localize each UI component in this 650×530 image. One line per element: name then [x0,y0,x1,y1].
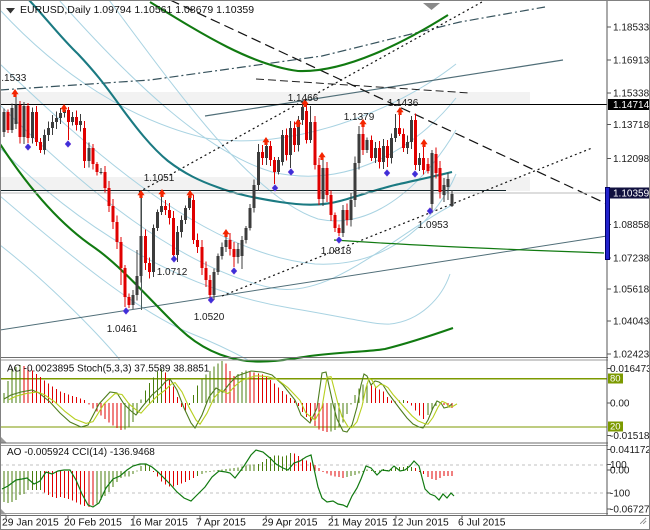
svg-text:1.15338: 1.15338 [613,89,650,100]
svg-text:1.13718: 1.13718 [613,120,650,131]
svg-text:AC -0.0023895 Stoch(5,3,3) 37: AC -0.0023895 Stoch(5,3,3) 37.5589 38.88… [7,364,210,375]
svg-text:0.041172: 0.041172 [610,445,650,456]
svg-text:1.08858: 1.08858 [613,220,650,231]
svg-text:-0.06727: -0.06727 [610,505,650,516]
svg-text:12 Jun 2015: 12 Jun 2015 [392,518,449,529]
svg-text:1.1436: 1.1436 [388,98,419,109]
svg-text:1.16913: 1.16913 [613,56,650,67]
svg-text:1.0520: 1.0520 [194,312,225,323]
svg-text:1.0818: 1.0818 [321,246,352,257]
svg-text:1.18533: 1.18533 [613,23,650,34]
svg-text:0.00: 0.00 [610,399,630,410]
svg-text:1.12098: 1.12098 [613,154,650,165]
svg-text:1.1533: 1.1533 [0,73,27,84]
svg-text:100: 100 [610,460,627,471]
svg-text:21 May 2015: 21 May 2015 [328,518,388,529]
svg-text:29 Jan 2015: 29 Jan 2015 [2,518,59,529]
svg-text:1.0461: 1.0461 [107,324,138,335]
svg-text:1.0712: 1.0712 [157,267,188,278]
svg-text:1.14714: 1.14714 [613,100,650,111]
svg-text:1.0953: 1.0953 [418,220,449,231]
svg-text:1.10359: 1.10359 [613,189,650,200]
svg-text:1.1051: 1.1051 [144,173,175,184]
svg-text:1.04043: 1.04043 [613,317,650,328]
svg-text:1.1466: 1.1466 [288,93,319,104]
svg-text:1.05618: 1.05618 [613,285,650,296]
svg-text:16 Mar 2015: 16 Mar 2015 [130,518,188,529]
svg-text:20 Feb 2015: 20 Feb 2015 [64,518,122,529]
svg-text:6 Jul 2015: 6 Jul 2015 [458,518,506,529]
svg-text:7 Apr 2015: 7 Apr 2015 [196,518,246,529]
svg-text:20: 20 [610,422,621,433]
svg-text:AO -0.005924 CCI(14) -136.946: AO -0.005924 CCI(14) -136.9468 [7,447,155,458]
svg-text:EURUSD,Daily 1.09794 1.10561: EURUSD,Daily 1.09794 1.10561 1.08679 1.1… [20,4,254,16]
svg-text:1.02423: 1.02423 [613,350,650,361]
svg-text:-0.015182: -0.015182 [610,431,650,442]
svg-text:80: 80 [610,374,621,385]
svg-text:29 Apr 2015: 29 Apr 2015 [262,518,318,529]
svg-text:1.1379: 1.1379 [344,112,375,123]
svg-text:0.016473: 0.016473 [610,364,650,375]
svg-text:0.00: 0.00 [610,466,630,477]
svg-text:1.07238: 1.07238 [613,254,650,265]
svg-text:-100: -100 [610,489,630,500]
